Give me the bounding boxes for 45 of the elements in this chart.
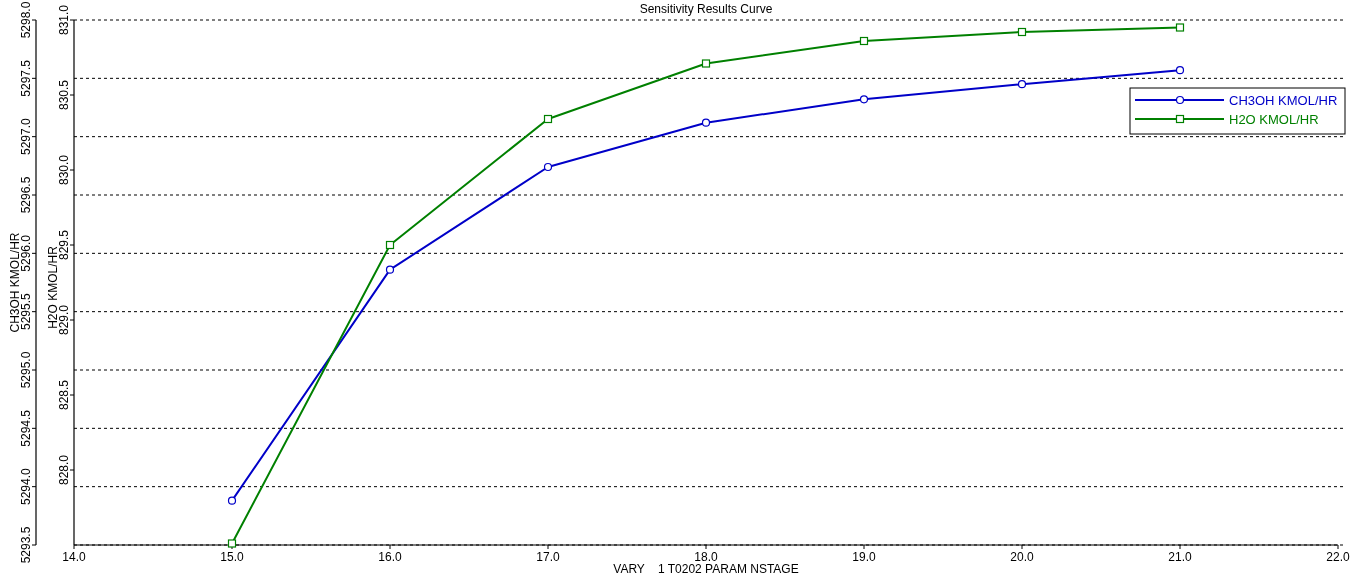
point — [1017, 27, 1027, 37]
x-tick-label: 22.0 — [1326, 550, 1350, 564]
y-tick-label: 5295.0 — [19, 351, 33, 389]
y-tick-label: 5297.5 — [19, 59, 33, 97]
x-tick-label: 20.0 — [1010, 550, 1034, 564]
y-tick-label: 5295.5 — [19, 292, 33, 331]
point — [859, 95, 869, 104]
y-tick-label: 5298.0 — [19, 1, 33, 39]
x-tick-label: 14.0 — [62, 550, 86, 564]
legend: CH3OH KMOL/HR H2O KMOL/HR — [1129, 87, 1346, 135]
x-tick-label: 16.0 — [378, 550, 402, 564]
y2-tick-label: 828.5 — [57, 379, 71, 411]
y-tick-label: 5296.0 — [19, 234, 33, 272]
y-tick-label: 5293.5 — [19, 526, 33, 564]
x-tick-label: 18.0 — [694, 550, 718, 564]
y-axis-title: CH3OH KMOL/HR — [8, 232, 22, 333]
y2-axis-title: H2O KMOL/HR — [46, 245, 60, 329]
x-tick-label: 15.0 — [220, 550, 244, 564]
x-axis-title: VARY 1 T0202 PARAM NSTAGE — [613, 562, 799, 576]
y-tick-label: 5294.0 — [19, 467, 33, 506]
point — [701, 59, 711, 68]
point — [859, 36, 869, 46]
y2-tick-label: 830.0 — [57, 154, 71, 186]
point — [1017, 80, 1027, 89]
point — [385, 265, 395, 274]
x-tick-label: 21.0 — [1168, 550, 1192, 564]
point — [227, 539, 237, 548]
y-tick-label: 5296.5 — [19, 176, 33, 214]
point — [1175, 23, 1185, 32]
y2-tick-label: 829.5 — [57, 229, 71, 261]
y2-tick-label: 831.0 — [57, 4, 71, 36]
point — [543, 162, 553, 172]
point — [385, 240, 395, 250]
x-tick-label: 19.0 — [852, 550, 876, 564]
point — [1175, 66, 1185, 75]
y-tick-label: 5297.0 — [19, 117, 33, 156]
chart-title: Sensitivity Results Curve — [639, 2, 773, 16]
point — [543, 114, 553, 124]
y2-tick-label: 830.5 — [57, 79, 71, 111]
y-tick-label: 5294.5 — [19, 409, 33, 447]
y2-tick-label: 829.0 — [57, 304, 71, 336]
x-tick-label: 17.0 — [536, 550, 560, 564]
y2-tick-label: 828.0 — [57, 454, 71, 486]
point — [227, 496, 237, 505]
point — [701, 118, 711, 127]
